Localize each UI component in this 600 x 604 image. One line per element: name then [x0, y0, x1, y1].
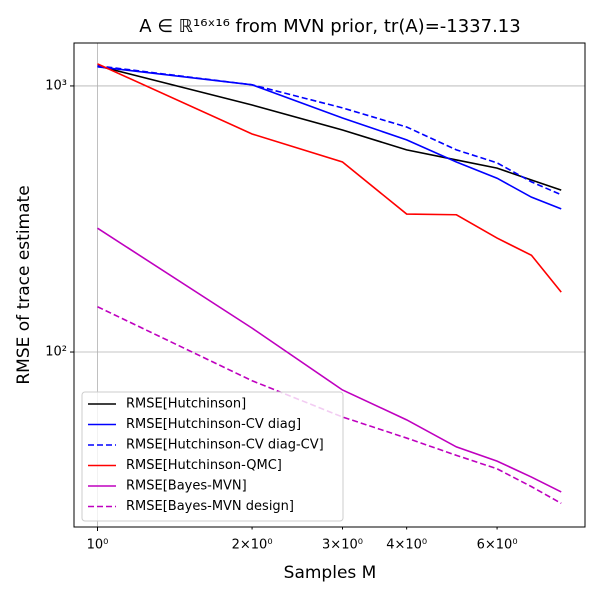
series-line [97, 65, 562, 191]
x-tick-label: 3×10⁰ [322, 538, 363, 553]
x-tick-label: 10⁰ [87, 538, 109, 553]
series-line [97, 66, 562, 210]
series-line [97, 306, 562, 505]
series-line [97, 65, 562, 196]
y-tick-label: 10³ [45, 78, 67, 93]
x-tick-label: 4×10⁰ [386, 538, 427, 553]
chart-title: A ∈ ℝ¹⁶ˣ¹⁶ from MVN prior, tr(A)=-1337.1… [139, 16, 520, 37]
series-line [97, 227, 562, 493]
x-tick-label: 6×10⁰ [477, 538, 518, 553]
legend-label: RMSE[Hutchinson] [126, 397, 246, 412]
legend-label: RMSE[Bayes-MVN design] [126, 499, 294, 514]
legend-label: RMSE[Bayes-MVN] [126, 479, 247, 494]
y-tick-label: 10² [45, 345, 67, 360]
plot-frame [73, 42, 586, 528]
legend-box [81, 391, 344, 522]
legend-label: RMSE[Hutchinson-CV diag] [126, 417, 301, 432]
y-axis-label: RMSE of trace estimate [14, 185, 34, 384]
legend-label: RMSE[Hutchinson-QMC] [126, 458, 282, 473]
x-tick-label: 2×10⁰ [232, 538, 273, 553]
series-line [97, 63, 562, 293]
x-axis-label: Samples M [284, 563, 377, 583]
legend-label: RMSE[Hutchinson-CV diag-CV] [126, 438, 324, 453]
